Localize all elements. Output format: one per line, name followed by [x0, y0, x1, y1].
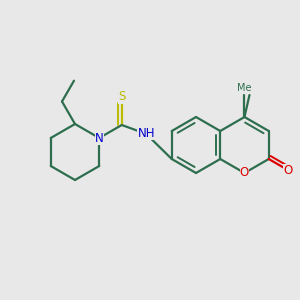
Text: O: O: [283, 164, 292, 176]
Text: S: S: [118, 91, 125, 103]
Text: O: O: [240, 167, 249, 179]
Text: NH: NH: [137, 128, 155, 140]
Text: Me: Me: [237, 83, 252, 93]
Text: N: N: [95, 131, 103, 145]
